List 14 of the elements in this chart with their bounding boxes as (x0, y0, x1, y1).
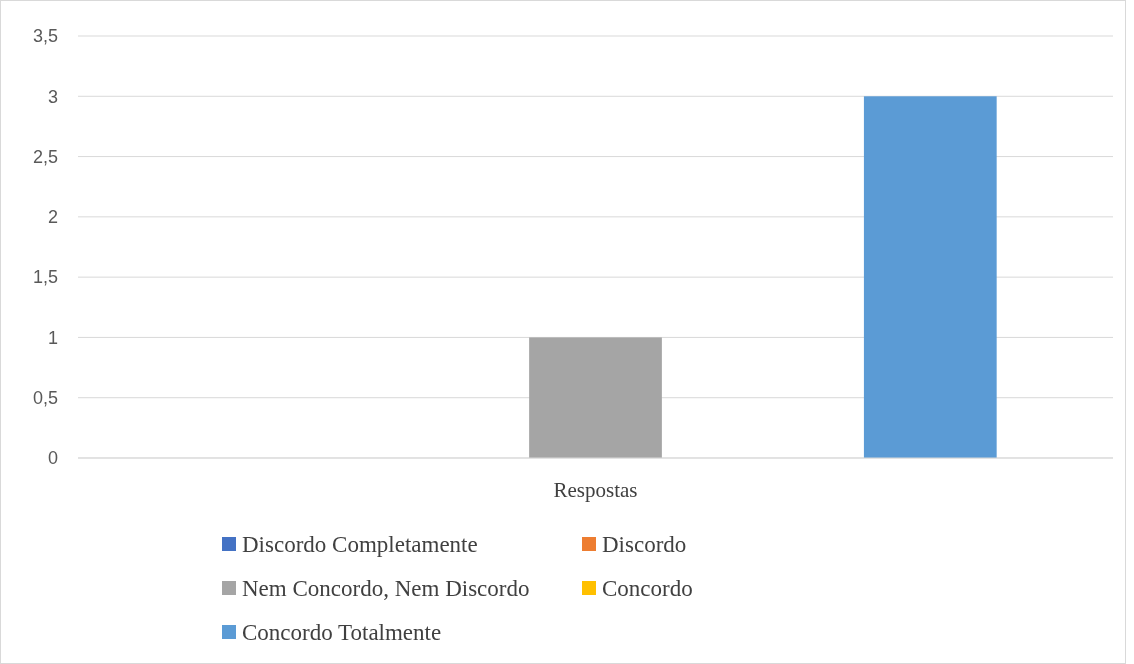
y-tick-label: 3,5 (32, 26, 58, 47)
legend-label: Concordo Totalmente (242, 620, 442, 646)
y-tick-label: 1,5 (32, 267, 58, 288)
y-tick-label: 0 (47, 448, 58, 469)
y-tick-label: 0,5 (32, 388, 58, 409)
y-tick-label: 3 (47, 86, 58, 107)
legend-label: Discordo (602, 532, 687, 558)
x-tick-label: Respostas (553, 478, 638, 502)
legend-label: Nem Concordo, Nem Discordo (242, 576, 530, 602)
y-tick-label: 1 (47, 327, 58, 348)
y-tick-label: 2 (47, 207, 58, 228)
legend-label: Discordo Completamente (242, 532, 478, 558)
legend-label: Concordo (602, 576, 693, 602)
y-tick-label: 2,5 (32, 146, 58, 167)
